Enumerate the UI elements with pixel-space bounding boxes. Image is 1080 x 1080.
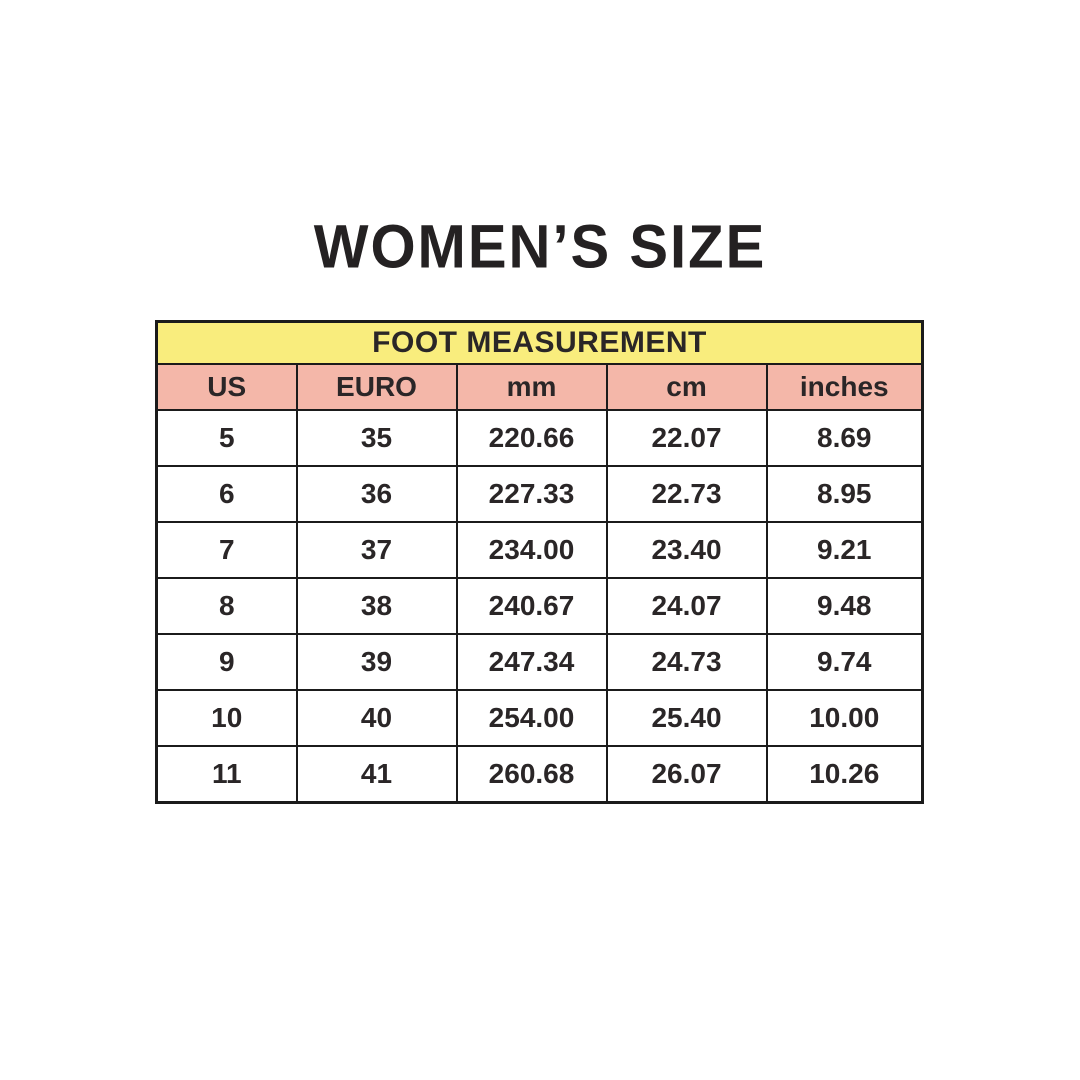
- table-cell: 8.69: [765, 409, 924, 467]
- table-cell: 40: [295, 689, 458, 747]
- table-cell: 8: [155, 577, 298, 635]
- table-row: 10 40 254.00 25.40 10.00: [155, 689, 924, 747]
- table-cell: 8.95: [765, 465, 924, 523]
- column-header-euro: EURO: [295, 363, 458, 411]
- table-cell: 39: [295, 633, 458, 691]
- table-cell: 11: [155, 745, 298, 804]
- table-row: 7 37 234.00 23.40 9.21: [155, 521, 924, 579]
- table-cell: 38: [295, 577, 458, 635]
- table-cell: 24.07: [605, 577, 768, 635]
- table-cell: 10: [155, 689, 298, 747]
- table-cell: 5: [155, 409, 298, 467]
- column-header-inches: inches: [765, 363, 924, 411]
- table-cell: 24.73: [605, 633, 768, 691]
- table-cell: 37: [295, 521, 458, 579]
- column-header-row: US EURO mm cm inches: [155, 363, 924, 411]
- table-cell: 7: [155, 521, 298, 579]
- table-body: 5 35 220.66 22.07 8.69 6 36 227.33 22.73 8.95 7 37 2…: [155, 409, 924, 804]
- table-row: 9 39 247.34 24.73 9.74: [155, 633, 924, 691]
- table-cell: 9.74: [765, 633, 924, 691]
- table-row: 8 38 240.67 24.07 9.48: [155, 577, 924, 635]
- table-cell: 6: [155, 465, 298, 523]
- page-title: WOMEN’S SIZE: [313, 213, 767, 282]
- table-cell: 254.00: [455, 689, 608, 747]
- table-row: 11 41 260.68 26.07 10.26: [155, 745, 924, 804]
- table-cell: 35: [295, 409, 458, 467]
- table-cell: 22.07: [605, 409, 768, 467]
- table-cell: 10.00: [765, 689, 924, 747]
- table-cell: 26.07: [605, 745, 768, 804]
- table-cell: 25.40: [605, 689, 768, 747]
- table-row: 5 35 220.66 22.07 8.69: [155, 409, 924, 467]
- table-cell: 234.00: [455, 521, 608, 579]
- table-cell: 41: [295, 745, 458, 804]
- table-cell: 36: [295, 465, 458, 523]
- table-cell: 247.34: [455, 633, 608, 691]
- column-header-us: US: [155, 363, 298, 411]
- column-header-mm: mm: [455, 363, 608, 411]
- table-cell: 9.21: [765, 521, 924, 579]
- table-cell: 9.48: [765, 577, 924, 635]
- table-cell: 9: [155, 633, 298, 691]
- column-header-cm: cm: [605, 363, 768, 411]
- table-cell: 260.68: [455, 745, 608, 804]
- table-cell: 220.66: [455, 409, 608, 467]
- table-cell: 10.26: [765, 745, 924, 804]
- table-cell: 22.73: [605, 465, 768, 523]
- table-cell: 240.67: [455, 577, 608, 635]
- table-banner-row: FOOT MEASUREMENT: [155, 320, 924, 365]
- table-banner: FOOT MEASUREMENT: [155, 320, 924, 365]
- table-cell: 227.33: [455, 465, 608, 523]
- table-row: 6 36 227.33 22.73 8.95: [155, 465, 924, 523]
- table-cell: 23.40: [605, 521, 768, 579]
